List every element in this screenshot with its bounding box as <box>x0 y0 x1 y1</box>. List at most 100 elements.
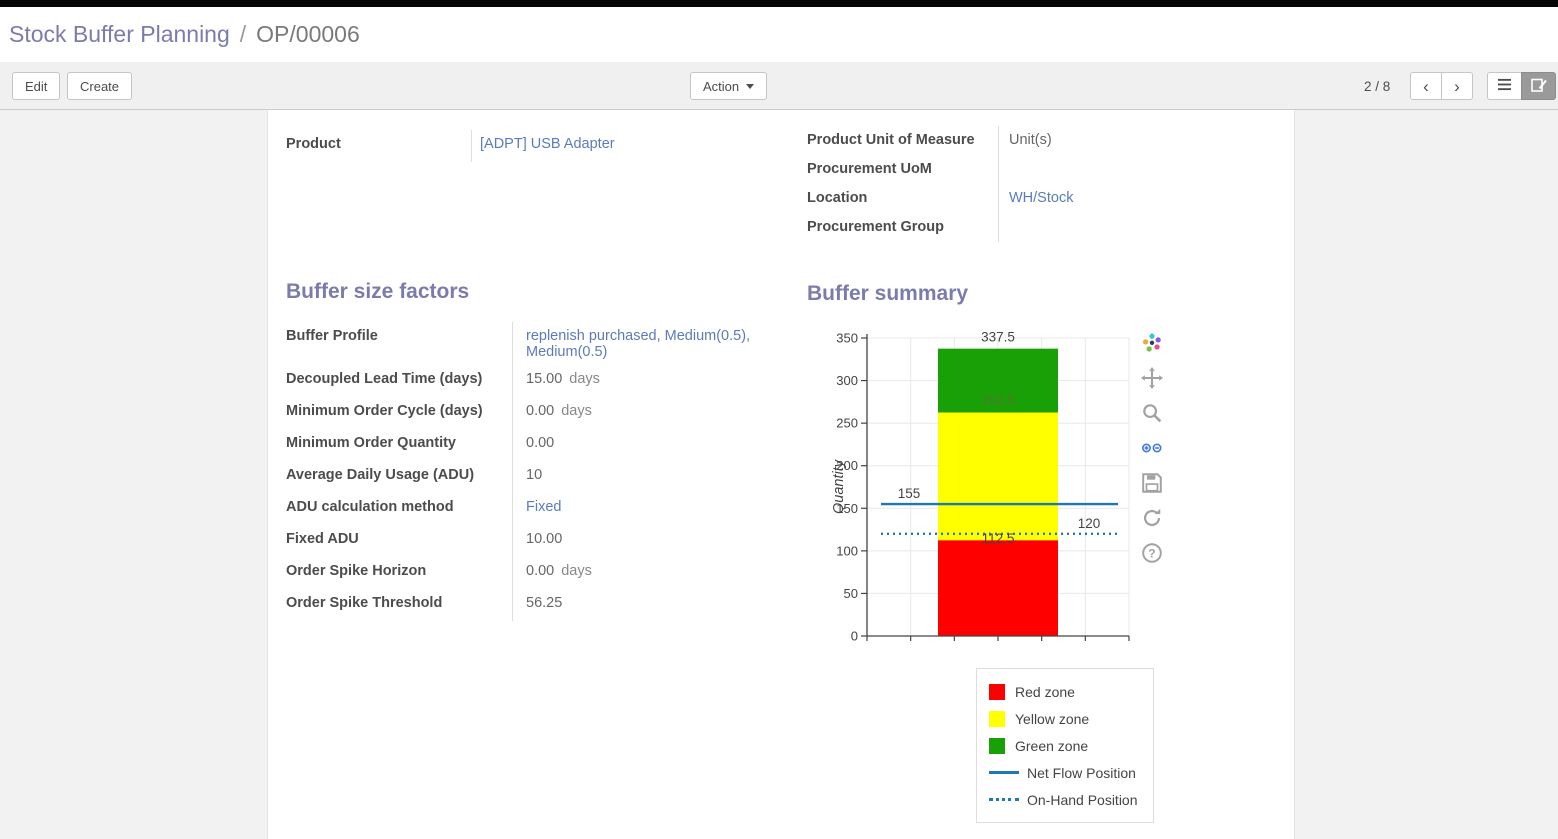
min-order-cycle-value: 0.00 days <box>512 397 772 429</box>
procurement-group-field-value <box>998 213 1275 242</box>
svg-text:112.5: 112.5 <box>982 531 1015 546</box>
field-row-dlt: Decoupled Lead Time (days) 15.00 days <box>286 365 772 397</box>
field-row-procurement-group: Procurement Group <box>807 213 1275 242</box>
spike-threshold-label: Order Spike Threshold <box>286 595 443 611</box>
edit-button[interactable]: Edit <box>12 72 61 100</box>
legend-item-net-flow[interactable]: Net Flow Position <box>989 759 1153 786</box>
list-view-button[interactable] <box>1487 72 1522 100</box>
green-zone-swatch <box>989 737 1005 754</box>
field-row-spike-threshold: Order Spike Threshold 56.25 <box>286 589 772 621</box>
spike-threshold-value: 56.25 <box>512 589 772 621</box>
pager-counter[interactable]: 2 / 8 <box>1364 79 1391 94</box>
adu-method-value: Fixed <box>512 493 772 525</box>
legend-item-on-hand[interactable]: On-Hand Position <box>989 786 1153 813</box>
field-row-product: Product [ADPT] USB Adapter <box>286 130 756 162</box>
svg-text:337.5: 337.5 <box>981 330 1015 345</box>
pager-previous-button[interactable]: ‹ <box>1410 72 1442 100</box>
product-field-label: Product <box>286 136 341 152</box>
field-row-adu-method: ADU calculation method Fixed <box>286 493 772 525</box>
save-icon[interactable] <box>1141 472 1163 494</box>
field-row-spike-horizon: Order Spike Horizon 0.00 days <box>286 557 772 589</box>
help-icon[interactable]: ? <box>1141 542 1163 564</box>
top-menu-bar <box>0 0 1558 7</box>
svg-text:150: 150 <box>836 501 858 516</box>
buffer-size-factors-title: Buffer size factors <box>286 280 470 303</box>
list-view-icon <box>1497 78 1512 94</box>
min-order-qty-label: Minimum Order Quantity <box>286 435 456 451</box>
create-button[interactable]: Create <box>67 72 133 100</box>
location-field-value: WH/Stock <box>998 184 1275 213</box>
svg-text:?: ? <box>1148 546 1155 560</box>
legend-item-yellow-zone[interactable]: Yellow zone <box>989 705 1153 732</box>
min-order-qty-value: 0.00 <box>512 429 772 461</box>
legend-item-green-zone[interactable]: Green zone <box>989 732 1153 759</box>
procurement-field-group: Product Unit of Measure Unit(s) Procurem… <box>807 126 1275 242</box>
field-row-uom: Product Unit of Measure Unit(s) <box>807 126 1275 155</box>
svg-text:0: 0 <box>851 629 858 644</box>
chevron-left-icon: ‹ <box>1423 76 1429 96</box>
zoom-icon[interactable] <box>1141 402 1163 424</box>
form-view-icon <box>1530 78 1547 95</box>
form-view-button[interactable] <box>1521 72 1556 100</box>
dlt-label: Decoupled Lead Time (days) <box>286 371 483 387</box>
svg-text:300: 300 <box>836 373 858 388</box>
adu-value: 10 <box>512 461 772 493</box>
plotly-logo-icon[interactable] <box>1141 332 1163 354</box>
field-row-procurement-uom: Procurement UoM <box>807 155 1275 184</box>
breadcrumb-record: OP/00006 <box>256 21 360 47</box>
fixed-adu-label: Fixed ADU <box>286 531 359 547</box>
product-field-group: Product [ADPT] USB Adapter <box>286 130 756 162</box>
product-field-value: [ADPT] USB Adapter <box>471 130 756 162</box>
chevron-right-icon: › <box>1454 76 1460 96</box>
legend-item-red-zone[interactable]: Red zone <box>989 678 1153 705</box>
field-row-location: Location WH/Stock <box>807 184 1275 213</box>
action-dropdown-button[interactable]: Action <box>690 72 768 100</box>
svg-text:262.5: 262.5 <box>981 393 1015 408</box>
buffer-profile-label: Buffer Profile <box>286 328 378 344</box>
view-switcher-group <box>1487 72 1556 100</box>
breadcrumb-separator: / <box>239 21 247 47</box>
spike-horizon-label: Order Spike Horizon <box>286 563 427 579</box>
net-flow-line-swatch <box>989 771 1019 774</box>
adu-method-link[interactable]: Fixed <box>526 499 562 515</box>
field-row-min-order-qty: Minimum Order Quantity 0.00 <box>286 429 772 461</box>
uom-field-value: Unit(s) <box>998 126 1275 155</box>
buffer-factors-table: Buffer Profile replenish purchased, Medi… <box>286 322 772 621</box>
buffer-summary-chart: 0 50 100 150 200 250 300 350 Quantity 337.5 262.5 1… <box>807 296 1277 839</box>
svg-text:155: 155 <box>898 486 921 501</box>
breadcrumb-section-link[interactable]: Stock Buffer Planning <box>9 21 230 47</box>
zoom-in-out-icon[interactable] <box>1141 437 1163 459</box>
red-zone-swatch <box>989 683 1005 700</box>
svg-text:120: 120 <box>1078 516 1101 531</box>
svg-text:200: 200 <box>836 458 858 473</box>
product-link[interactable]: [ADPT] USB Adapter <box>480 136 615 152</box>
svg-text:50: 50 <box>844 586 858 601</box>
svg-text:Quantity: Quantity <box>831 459 847 514</box>
caret-down-icon <box>746 83 755 89</box>
chart-legend: Red zone Yellow zone Green zone Net Flow… <box>976 668 1154 823</box>
spike-horizon-value: 0.00 days <box>512 557 772 589</box>
fixed-adu-value: 10.00 <box>512 525 772 557</box>
form-sheet: Product [ADPT] USB Adapter Product Unit … <box>267 110 1295 839</box>
buffer-profile-value: replenish purchased, Medium(0.5), Medium… <box>512 322 772 365</box>
field-row-min-order-cycle: Minimum Order Cycle (days) 0.00 days <box>286 397 772 429</box>
pager-next-button[interactable]: › <box>1441 72 1473 100</box>
pager-nav-group: ‹ › <box>1410 72 1473 100</box>
field-row-buffer-profile: Buffer Profile replenish purchased, Medi… <box>286 322 772 365</box>
field-row-adu: Average Daily Usage (ADU) 10 <box>286 461 772 493</box>
action-label: Action <box>703 78 740 94</box>
min-order-cycle-label: Minimum Order Cycle (days) <box>286 403 483 419</box>
buffer-zones-chart[interactable]: 0 50 100 150 200 250 300 350 Quantity 337.5 262.5 1… <box>831 324 1176 659</box>
adu-label: Average Daily Usage (ADU) <box>286 467 475 483</box>
breadcrumb: Stock Buffer Planning / OP/00006 <box>0 7 1558 62</box>
location-field-label: Location <box>807 190 868 206</box>
procurement-uom-field-value <box>998 155 1275 184</box>
field-row-fixed-adu: Fixed ADU 10.00 <box>286 525 772 557</box>
adu-method-label: ADU calculation method <box>286 499 454 515</box>
pan-icon[interactable] <box>1141 367 1163 389</box>
buffer-profile-link[interactable]: replenish purchased, Medium(0.5), Medium… <box>526 328 751 360</box>
location-link[interactable]: WH/Stock <box>1009 190 1074 206</box>
yellow-zone-swatch <box>989 710 1005 727</box>
reset-axes-icon[interactable] <box>1141 507 1163 529</box>
procurement-uom-field-label: Procurement UoM <box>807 161 932 177</box>
